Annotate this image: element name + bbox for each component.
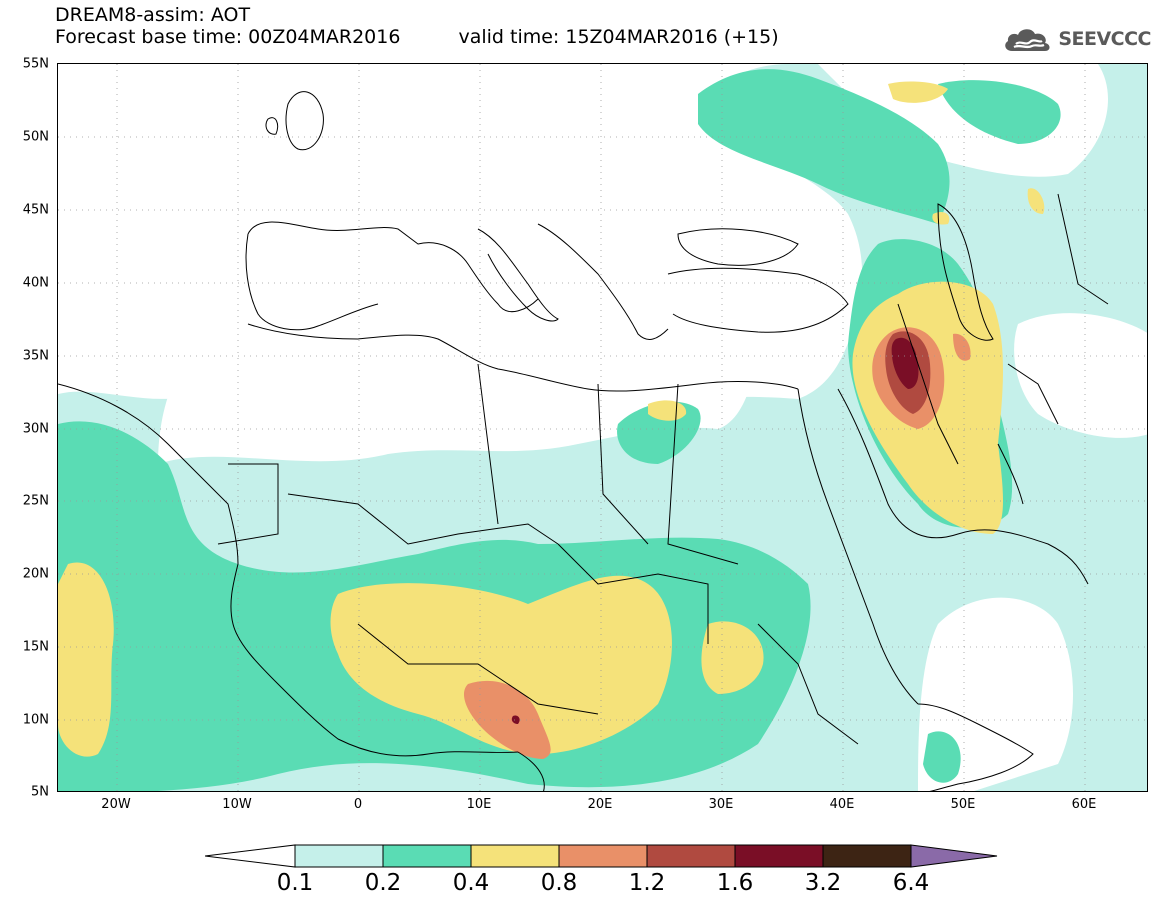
colorbar bbox=[205, 844, 998, 868]
colorbar-segment-0 bbox=[294, 844, 384, 868]
lat-label-35n: 35N bbox=[22, 348, 49, 364]
lon-label-20w: 20W bbox=[101, 797, 131, 812]
lat-label-50n: 50N bbox=[22, 129, 49, 145]
colorbar-segment-3 bbox=[558, 844, 648, 868]
map-header: DREAM8-assim: AOT Forecast base time: 00… bbox=[55, 4, 779, 48]
lon-label-20e: 20E bbox=[587, 797, 613, 812]
colorbar-label-5: 1.6 bbox=[716, 870, 754, 896]
seevccc-logo: SEEVCCC bbox=[1002, 24, 1151, 54]
lon-label-30e: 30E bbox=[708, 797, 734, 812]
aot-field-darkred bbox=[511, 337, 919, 724]
colorbar-segment-5 bbox=[734, 844, 824, 868]
colorbar-label-3: 0.8 bbox=[540, 870, 578, 896]
valid-time: valid time: 15Z04MAR2016 (+15) bbox=[458, 26, 779, 48]
colorbar-label-7: 6.4 bbox=[892, 870, 930, 896]
colorbar-segment-2 bbox=[470, 844, 560, 868]
colorbar-label-2: 0.4 bbox=[452, 870, 490, 896]
coastlines bbox=[58, 91, 1109, 791]
lon-label-10e: 10E bbox=[466, 797, 492, 812]
colorbar-segment-4 bbox=[646, 844, 736, 868]
aot-map-canvas bbox=[58, 64, 1147, 791]
colorbar-segment-above bbox=[910, 844, 998, 868]
aot-field-clear bbox=[158, 64, 1147, 791]
colorbar-segment-below bbox=[205, 844, 296, 868]
colorbar-label-1: 0.2 bbox=[364, 870, 402, 896]
lat-label-20n: 20N bbox=[22, 566, 49, 582]
forecast-base-time: Forecast base time: 00Z04MAR2016 bbox=[55, 26, 401, 48]
lat-label-25n: 25N bbox=[22, 493, 49, 509]
map-title: DREAM8-assim: AOT bbox=[55, 4, 251, 26]
lat-label-45n: 45N bbox=[22, 202, 49, 218]
lat-label-30n: 30N bbox=[22, 421, 49, 437]
lon-label-60e: 60E bbox=[1071, 797, 1097, 812]
colorbar-segment-6 bbox=[822, 844, 912, 868]
lon-label-10w: 10W bbox=[222, 797, 252, 812]
colorbar-label-0: 0.1 bbox=[276, 870, 314, 896]
aot-map bbox=[57, 63, 1148, 792]
lat-label-40n: 40N bbox=[22, 275, 49, 291]
lat-label-15n: 15N bbox=[22, 639, 49, 655]
map-times: Forecast base time: 00Z04MAR2016 valid ti… bbox=[55, 26, 779, 48]
lat-label-55n: 55N bbox=[22, 56, 49, 72]
colorbar-segment-1 bbox=[382, 844, 472, 868]
lat-label-5n: 5N bbox=[31, 784, 49, 800]
colorbar-label-4: 1.2 bbox=[628, 870, 666, 896]
lon-label-50e: 50E bbox=[950, 797, 976, 812]
logo-text: SEEVCCC bbox=[1058, 28, 1151, 50]
lon-label-40e: 40E bbox=[829, 797, 855, 812]
cloud-icon bbox=[1005, 29, 1050, 51]
colorbar-label-6: 3.2 bbox=[804, 870, 842, 896]
lon-label-0: 0 bbox=[353, 797, 363, 812]
lat-label-10n: 10N bbox=[22, 712, 49, 728]
